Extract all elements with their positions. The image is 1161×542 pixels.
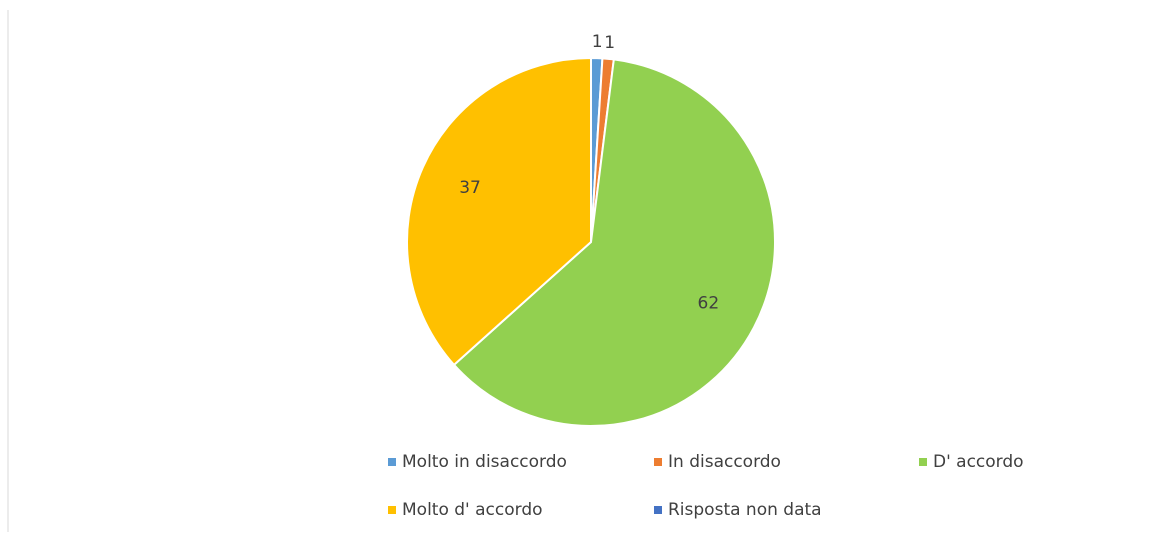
legend-swatch — [388, 506, 396, 514]
legend-swatch — [654, 458, 662, 466]
legend-label: D' accordo — [933, 452, 1024, 472]
legend-label: In disaccordo — [668, 452, 781, 472]
legend-swatch — [388, 458, 396, 466]
data-label: 62 — [698, 293, 720, 313]
legend-label: Risposta non data — [668, 500, 822, 520]
legend-swatch — [919, 458, 927, 466]
pie-slice — [406, 56, 592, 367]
legend-swatch — [654, 506, 662, 514]
data-label: 1 — [592, 32, 603, 52]
pie-slice — [452, 58, 776, 427]
legend-label: Molto d' accordo — [402, 500, 543, 520]
data-label: 1 — [604, 33, 615, 53]
data-label: 37 — [459, 178, 481, 198]
legend-label: Molto in disaccordo — [402, 452, 567, 472]
